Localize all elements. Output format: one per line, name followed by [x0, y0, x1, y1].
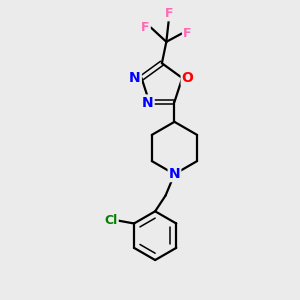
Text: Cl: Cl	[104, 214, 118, 227]
Text: N: N	[129, 71, 141, 85]
Text: F: F	[164, 8, 173, 20]
Text: N: N	[142, 95, 154, 110]
Text: O: O	[182, 71, 194, 85]
Text: F: F	[183, 27, 191, 40]
Text: N: N	[169, 167, 180, 181]
Text: F: F	[141, 21, 150, 34]
